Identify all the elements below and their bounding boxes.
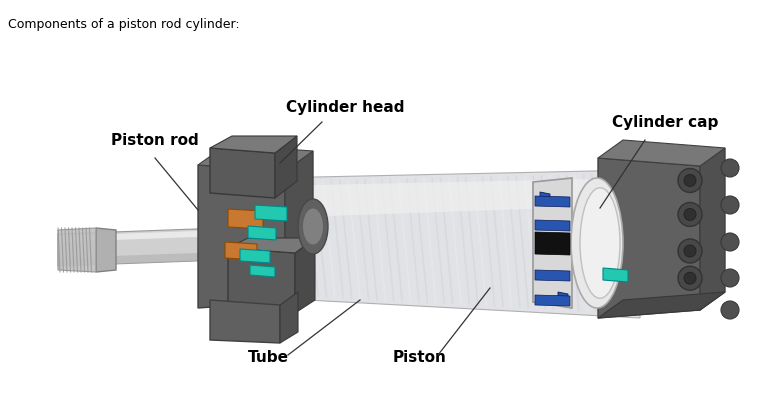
Polygon shape xyxy=(535,295,570,306)
Polygon shape xyxy=(558,292,568,304)
Circle shape xyxy=(684,272,696,284)
Polygon shape xyxy=(603,268,628,282)
Circle shape xyxy=(721,233,739,251)
Polygon shape xyxy=(535,270,570,281)
Circle shape xyxy=(721,269,739,287)
Text: Tube: Tube xyxy=(247,350,288,365)
Circle shape xyxy=(721,301,739,319)
Polygon shape xyxy=(228,248,295,313)
Polygon shape xyxy=(295,238,315,313)
Polygon shape xyxy=(533,178,572,308)
Ellipse shape xyxy=(298,199,328,254)
Ellipse shape xyxy=(580,188,620,298)
Text: Components of a piston rod cylinder:: Components of a piston rod cylinder: xyxy=(8,18,240,31)
Polygon shape xyxy=(535,196,570,207)
Polygon shape xyxy=(598,158,700,318)
Text: Piston rod: Piston rod xyxy=(111,133,199,148)
Text: Piston: Piston xyxy=(393,350,447,365)
Polygon shape xyxy=(210,148,275,198)
Ellipse shape xyxy=(571,178,623,308)
Polygon shape xyxy=(598,292,725,318)
Polygon shape xyxy=(58,228,278,242)
Polygon shape xyxy=(275,136,297,198)
Polygon shape xyxy=(58,228,96,272)
Polygon shape xyxy=(700,148,725,310)
Circle shape xyxy=(678,266,702,290)
Polygon shape xyxy=(535,232,570,255)
Polygon shape xyxy=(540,192,550,204)
Circle shape xyxy=(684,245,696,257)
Polygon shape xyxy=(58,226,278,266)
Polygon shape xyxy=(255,205,287,221)
Ellipse shape xyxy=(303,209,323,244)
Polygon shape xyxy=(598,140,725,166)
Polygon shape xyxy=(240,249,270,263)
Polygon shape xyxy=(198,145,313,171)
Polygon shape xyxy=(210,300,280,343)
Polygon shape xyxy=(285,151,313,302)
Polygon shape xyxy=(198,165,285,308)
Polygon shape xyxy=(225,242,257,260)
Polygon shape xyxy=(210,136,297,153)
Polygon shape xyxy=(96,228,116,272)
Text: Cylinder cap: Cylinder cap xyxy=(612,115,718,130)
Circle shape xyxy=(684,174,696,186)
Circle shape xyxy=(678,239,702,263)
Polygon shape xyxy=(270,170,640,318)
Ellipse shape xyxy=(630,178,650,311)
Polygon shape xyxy=(280,292,298,343)
Polygon shape xyxy=(270,178,640,218)
Circle shape xyxy=(678,169,702,192)
Circle shape xyxy=(678,202,702,226)
Polygon shape xyxy=(535,220,570,231)
Polygon shape xyxy=(58,250,278,266)
Polygon shape xyxy=(228,238,315,253)
Circle shape xyxy=(684,209,696,221)
Polygon shape xyxy=(248,226,276,240)
Circle shape xyxy=(721,196,739,214)
Polygon shape xyxy=(228,209,263,229)
Polygon shape xyxy=(250,265,275,277)
Text: Cylinder head: Cylinder head xyxy=(286,100,404,115)
Circle shape xyxy=(721,159,739,177)
